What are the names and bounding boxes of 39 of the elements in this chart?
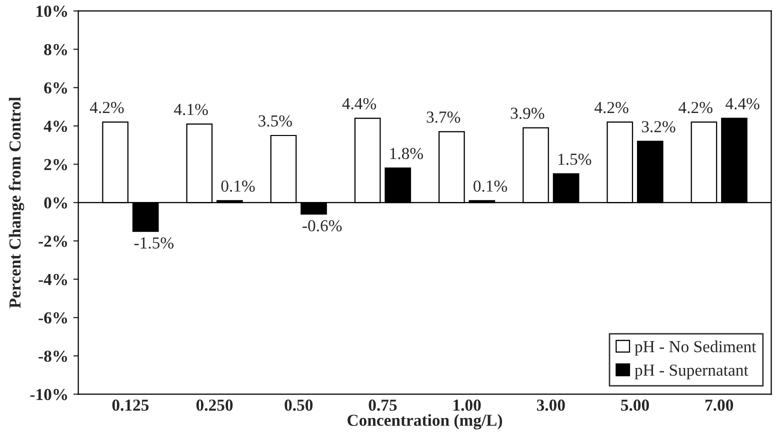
y-tick-label: -10% [30, 388, 68, 400]
y-tick-label: -4% [38, 274, 68, 286]
x-tick-label: 0.75 [368, 400, 397, 411]
y-tick-label: 0% [44, 197, 68, 209]
y-tick-label: 6% [44, 82, 68, 94]
y-tick-label: -8% [38, 350, 68, 362]
data-label: 4.1% [174, 104, 208, 116]
data-label: 0.1% [474, 180, 508, 192]
y-tick-label: 10% [36, 6, 68, 17]
y-tick-label: -2% [38, 236, 68, 247]
data-label: 4.2% [594, 102, 628, 114]
data-label: 3.7% [426, 111, 460, 123]
x-tick-label: 1.00 [454, 400, 481, 411]
data-label: 4.4% [726, 98, 760, 110]
data-label: 3.5% [258, 115, 292, 127]
data-label: 0.1% [221, 180, 255, 192]
x-axis-title: Concentration (mg/L) [348, 414, 502, 430]
x-tick-label: 7.00 [705, 400, 734, 411]
data-label: 1.5% [558, 154, 592, 165]
y-tick-label: 2% [44, 158, 68, 170]
x-tick-label: 0.125 [112, 400, 149, 411]
legend-label: pH - Supernatant [634, 364, 748, 380]
data-label: 4.4% [342, 98, 376, 110]
data-label: 1.8% [390, 148, 423, 160]
y-tick-label: 4% [44, 120, 68, 132]
data-label: 3.9% [510, 108, 544, 119]
data-label: 4.2% [90, 102, 124, 114]
x-tick-label: 0.250 [196, 400, 233, 411]
data-label: 4.2% [678, 102, 712, 114]
y-tick-label: -6% [38, 312, 68, 324]
data-label: -1.5% [134, 237, 174, 249]
data-label: -0.6% [302, 220, 342, 232]
x-tick-label: 5.00 [621, 400, 649, 411]
x-tick-label: 0.50 [284, 400, 313, 411]
y-tick-label: 8% [44, 44, 68, 56]
x-tick-label: 3.00 [536, 400, 565, 411]
legend-label: pH - No Sediment [634, 340, 756, 356]
data-label: 3.2% [642, 121, 676, 132]
y-axis-title: Percent Change from Control [8, 97, 24, 308]
